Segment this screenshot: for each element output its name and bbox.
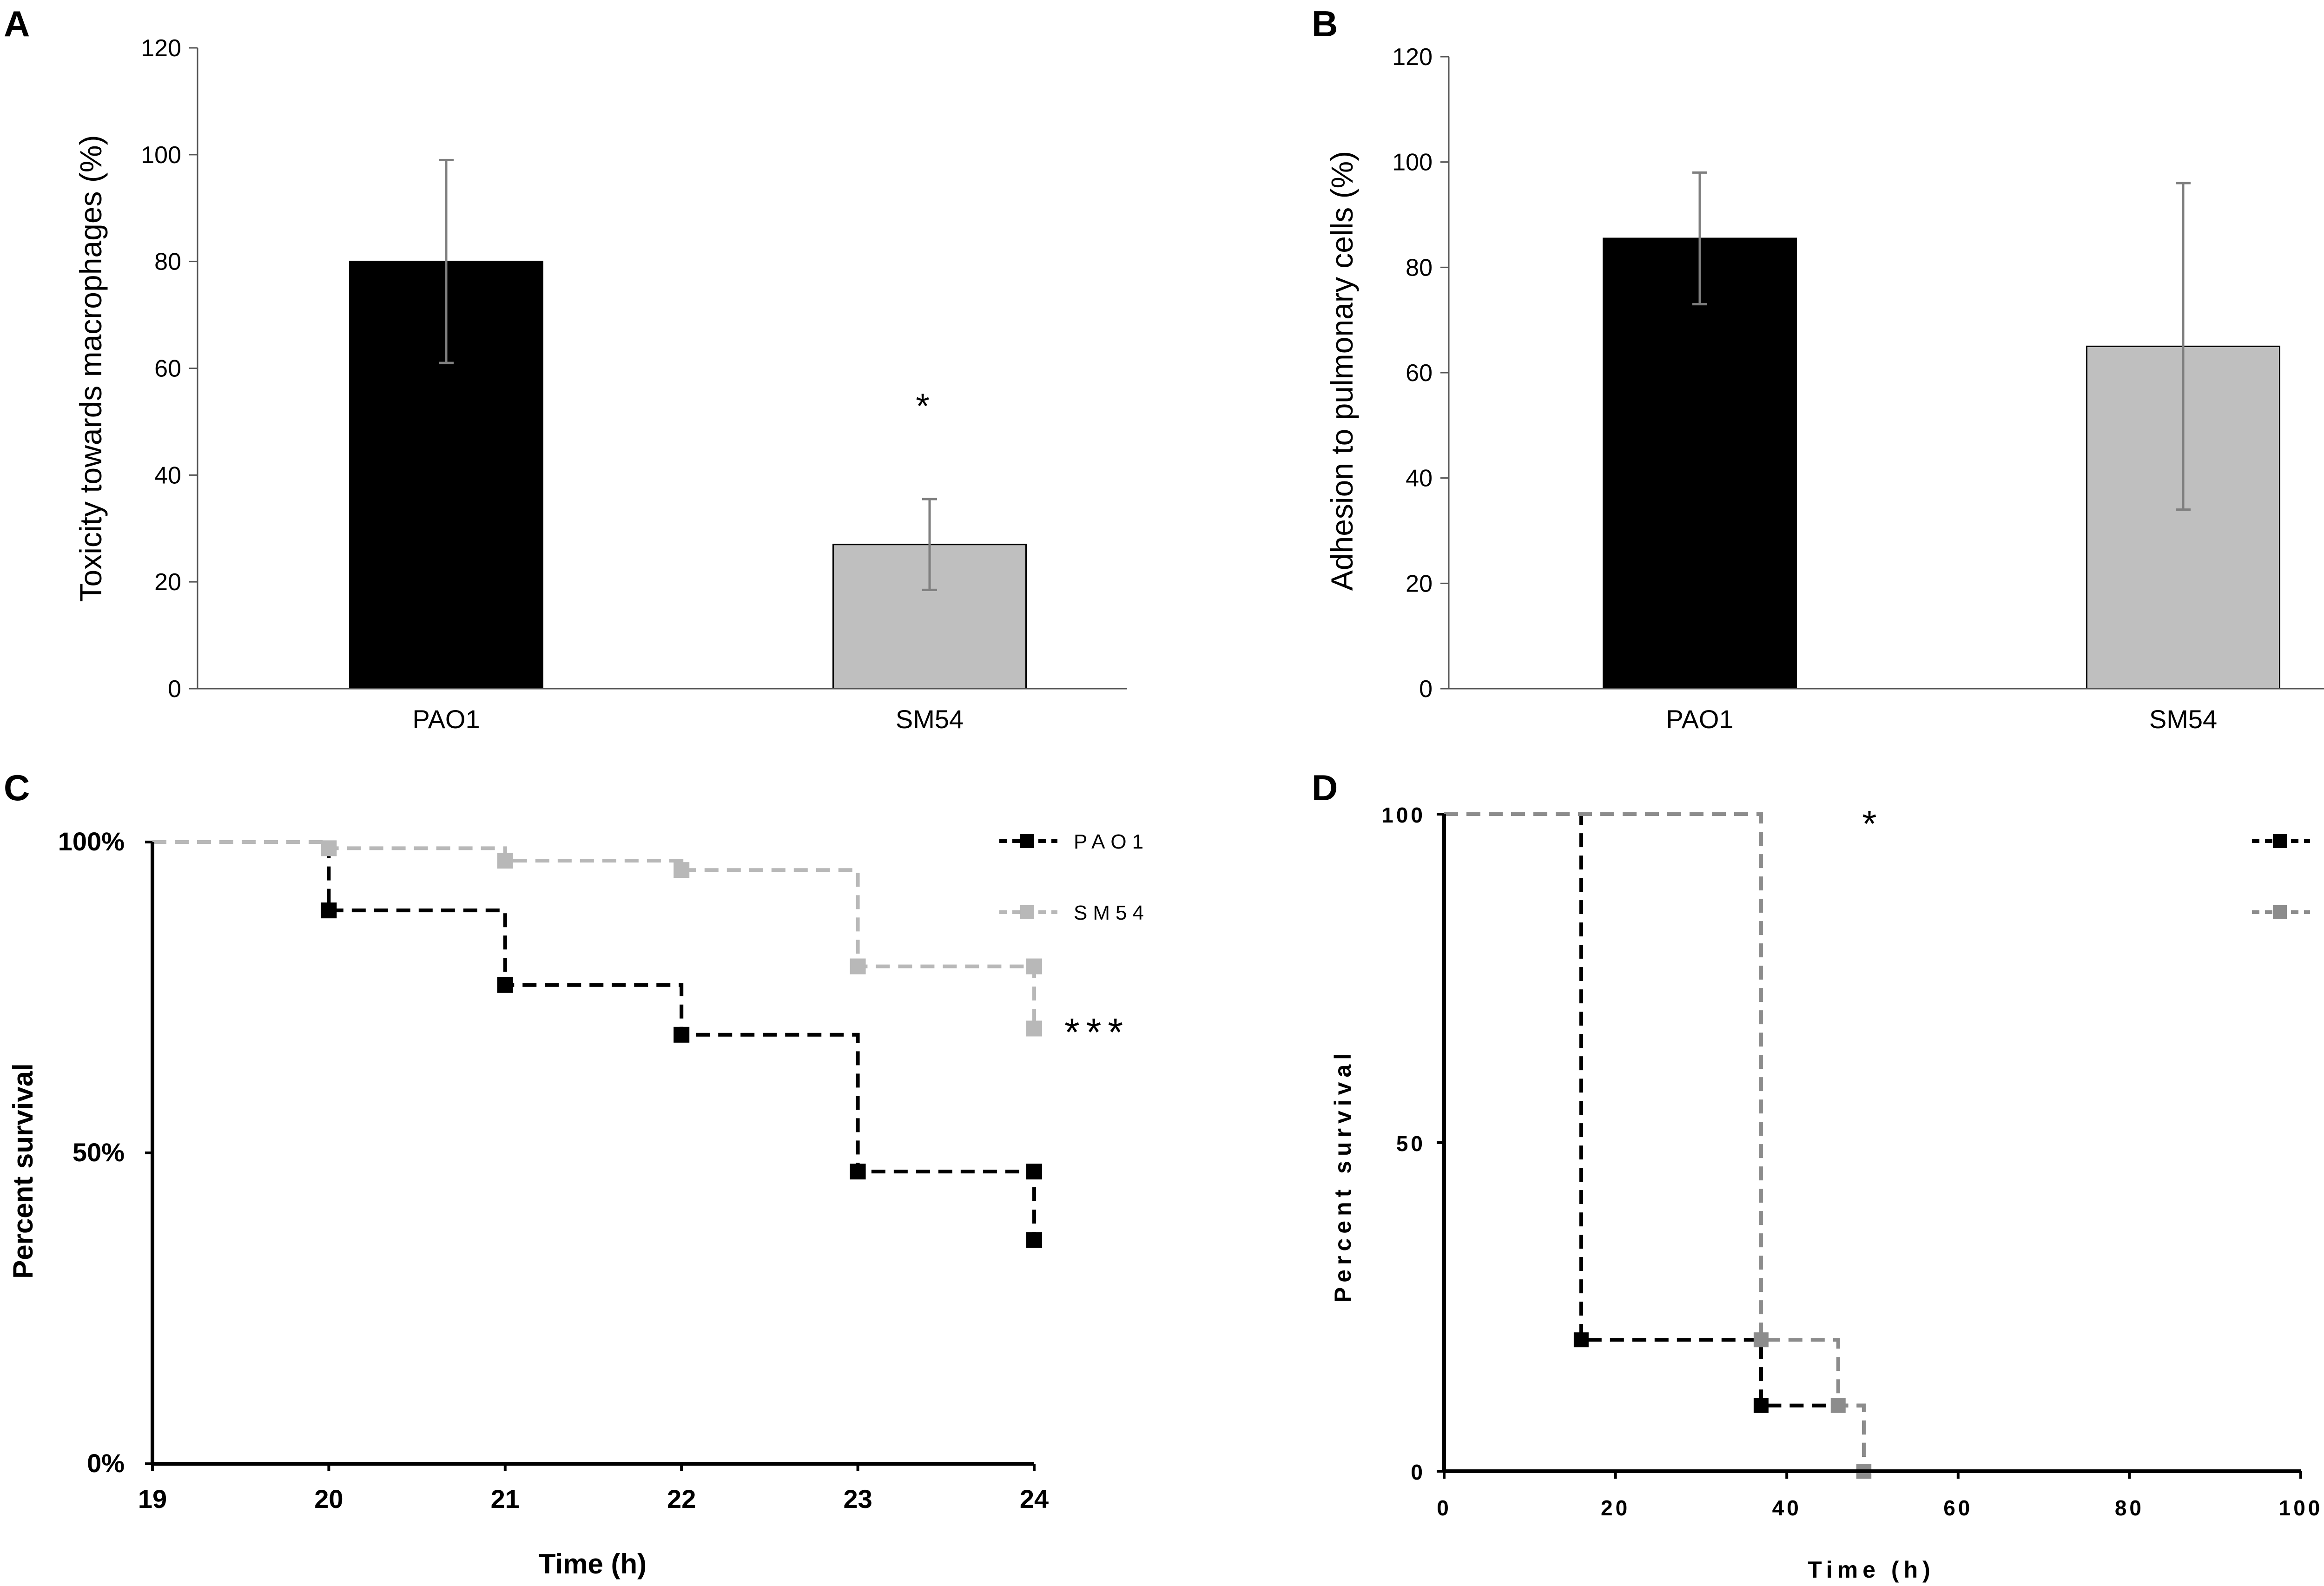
panel-d-letter: D: [1312, 767, 1338, 808]
panelC-marker-pao1: [321, 902, 337, 919]
panelC-marker-pao1: [850, 1164, 866, 1180]
panelB-category-label: SM54: [2149, 704, 2217, 734]
panel-c-significance-label: ***: [1064, 1010, 1129, 1054]
panelB-y-tick-label: 60: [1406, 360, 1433, 387]
panelC-marker-sm54: [321, 840, 337, 856]
panelD-x-tick-label: 40: [1772, 1496, 1802, 1520]
panel-c-y-axis-label: Percent survival: [7, 1063, 39, 1279]
panelC-legend-marker: [1020, 834, 1034, 848]
panelA-category-label: SM54: [896, 704, 964, 734]
panelA-y-tick-label: 120: [141, 35, 181, 62]
panel-a-letter: A: [4, 3, 30, 44]
panel-b-letter: B: [1312, 3, 1338, 44]
panelC-legend-label: PAO1: [1074, 830, 1149, 853]
panelC-x-tick-label: 24: [1020, 1484, 1049, 1514]
panelB-y-tick-label: 80: [1406, 254, 1433, 281]
panelB-y-tick-label: 100: [1392, 149, 1433, 176]
panelB-y-tick-label: 120: [1392, 44, 1433, 71]
panelC-legend-marker: [1020, 905, 1034, 919]
panelA-y-tick-label: 80: [154, 249, 181, 276]
panelC-x-tick-label: 19: [138, 1484, 167, 1514]
panelD-marker-pao1: [1573, 1332, 1589, 1348]
panelC-marker-pao1: [1026, 1232, 1042, 1248]
panelC-x-tick-label: 21: [491, 1484, 520, 1514]
panelD-y-tick-label: 100: [1381, 803, 1426, 827]
panelC-marker-sm54: [673, 862, 690, 878]
panelC-marker-sm54: [1026, 1020, 1042, 1037]
panelD-legend-marker: [2273, 905, 2287, 919]
panelC-series-line-sm54: [152, 840, 1036, 1029]
panelC-marker-pao1: [673, 1027, 690, 1043]
panelD-y-tick-label: 50: [1396, 1132, 1426, 1156]
panelB-y-tick-label: 0: [1419, 676, 1433, 703]
panel-a-significance-label: *: [916, 387, 930, 426]
panelD-marker-sm54: [1830, 1398, 1846, 1413]
panel-a-y-axis-label: Toxicity towards macrophages (%): [73, 135, 108, 602]
panelC-marker-sm54: [1026, 958, 1042, 974]
panelA-y-tick-label: 0: [168, 676, 181, 703]
panelD-x-tick-label: 20: [1601, 1496, 1630, 1520]
panelD-x-tick-label: 80: [2115, 1496, 2144, 1520]
panelC-marker-sm54: [850, 958, 866, 974]
panelD-x-tick-label: 0: [1437, 1496, 1452, 1520]
panel-b: B 0 20 40 60 80 100 120 PAO1 SM54 Adhesion to p…: [1312, 3, 2324, 734]
panelC-y-tick-label: 0%: [87, 1448, 125, 1478]
panelC-x-tick-label: 23: [843, 1484, 872, 1514]
panelA-y-tick-label: 100: [141, 142, 181, 169]
panelC-x-tick-label: 20: [314, 1484, 343, 1514]
panelA-y-tick-label: 40: [154, 462, 181, 489]
panelC-y-tick-label: 50%: [73, 1138, 125, 1167]
panel-d-y-axis-label: Percent survival: [1330, 1049, 1356, 1303]
panelB-y-tick-label: 20: [1406, 570, 1433, 597]
panelC-y-tick-label: 100%: [58, 827, 125, 856]
panelD-series-line-sm54: [1444, 812, 1866, 1471]
panel-d-significance-label: *: [1862, 803, 1876, 844]
panelC-x-tick-label: 22: [667, 1484, 696, 1514]
panelB-bar-pao1: [1603, 237, 1797, 690]
panelD-marker-pao1: [1753, 1398, 1769, 1413]
panel-b-y-axis-label: Adhesion to pulmonary cells (%): [1325, 151, 1359, 591]
panelC-marker-pao1: [497, 977, 513, 993]
panelD-series-line-pao1: [1444, 812, 1866, 1471]
panel-c-letter: C: [4, 767, 30, 808]
panel-c: C 0% 50% 100% 19 20 21 22 23 24 Time (h) Percen…: [4, 767, 1149, 1579]
panelC-legend-label: SM54: [1074, 902, 1149, 924]
panelA-category-label: PAO1: [412, 704, 480, 734]
panel-d-x-axis-label: Time (h): [1808, 1557, 1935, 1583]
panelC-marker-pao1: [1026, 1164, 1042, 1180]
panelB-y-tick-label: 40: [1406, 465, 1433, 492]
panel-a: A 0 20 40 60 80 100 120 PAO1 SM54 * Toxicity to…: [4, 3, 1127, 734]
panelD-marker-sm54: [1753, 1332, 1769, 1348]
panelD-y-tick-label: 0: [1411, 1460, 1426, 1484]
panelB-category-label: PAO1: [1666, 704, 1733, 734]
panel-d: D 0 50 100 0 20 40 60 80 100 Time (h) Percent s…: [1312, 767, 2323, 1583]
panelA-y-tick-label: 20: [154, 569, 181, 596]
panelC-series-line-pao1: [152, 840, 1036, 1240]
panel-c-x-axis-label: Time (h): [539, 1548, 647, 1579]
panelA-y-tick-label: 60: [154, 355, 181, 382]
panelD-x-tick-label: 100: [2279, 1496, 2323, 1520]
panelD-legend-marker: [2273, 834, 2287, 848]
panelD-x-tick-label: 60: [1943, 1496, 1973, 1520]
panelC-marker-sm54: [497, 853, 513, 869]
